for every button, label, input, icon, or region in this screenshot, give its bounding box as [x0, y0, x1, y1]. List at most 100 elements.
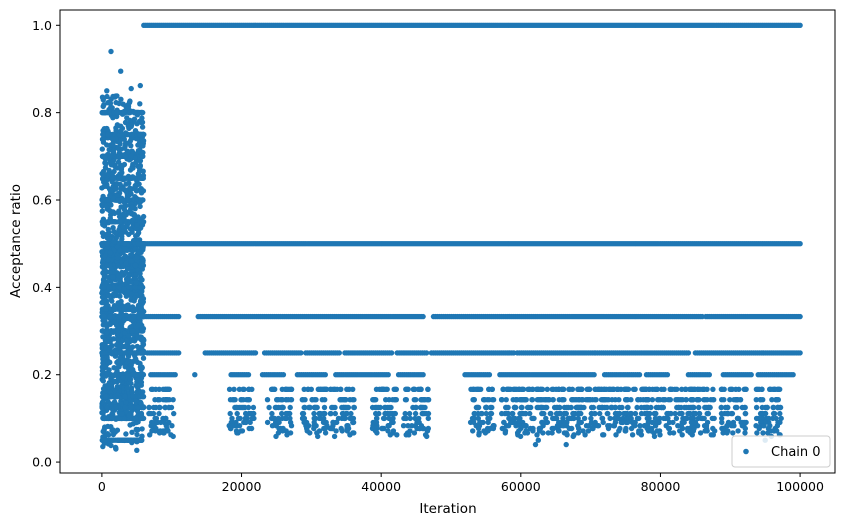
data-point: [730, 430, 736, 436]
data-point: [604, 410, 610, 417]
data-point: [701, 386, 707, 392]
data-point: [556, 386, 562, 392]
data-point: [748, 372, 754, 378]
data-point: [333, 428, 339, 434]
data-point: [790, 372, 796, 378]
data-point: [540, 423, 546, 429]
data-point: [556, 419, 562, 426]
data-point: [518, 404, 525, 411]
data-point: [764, 404, 770, 411]
data-point: [625, 404, 631, 411]
data-point: [537, 386, 544, 392]
data-point: [327, 410, 334, 417]
data-point: [655, 404, 662, 411]
data-point: [625, 386, 632, 392]
data-point: [419, 410, 425, 417]
data-point: [349, 397, 356, 403]
data-point: [540, 430, 546, 436]
data-point: [146, 404, 152, 411]
data-point: [702, 397, 708, 403]
data-point: [673, 397, 679, 403]
data-point: [156, 386, 162, 392]
data-point: [696, 404, 702, 411]
data-point: [711, 415, 717, 422]
data-point: [753, 404, 760, 411]
data-point: [739, 404, 745, 411]
data-point: [115, 145, 121, 152]
data-point: [240, 397, 246, 403]
data-point: [581, 415, 588, 422]
data-point: [500, 386, 506, 392]
data-point: [667, 397, 673, 403]
data-point: [612, 410, 619, 417]
data-point: [568, 404, 574, 411]
data-point: [157, 404, 163, 411]
data-point: [675, 423, 681, 429]
data-point: [347, 432, 353, 438]
data-point: [600, 419, 606, 426]
data-point: [152, 397, 158, 403]
data-point: [687, 430, 694, 436]
data-point: [170, 433, 176, 440]
data-point: [386, 404, 392, 411]
data-point: [350, 386, 356, 392]
data-point: [679, 386, 685, 392]
data-point: [322, 430, 329, 436]
data-point: [127, 358, 133, 365]
data-point: [737, 397, 744, 403]
data-point: [272, 404, 279, 411]
data-point: [516, 428, 522, 434]
data-point: [112, 186, 119, 192]
data-point: [672, 410, 678, 417]
data-point: [642, 423, 648, 429]
data-point: [99, 294, 106, 300]
data-point: [285, 397, 292, 403]
data-point: [569, 386, 576, 392]
data-point: [139, 426, 145, 432]
data-point: [301, 404, 307, 411]
data-point: [797, 22, 803, 28]
data-point: [405, 386, 411, 392]
data-point: [622, 428, 628, 434]
data-point: [373, 404, 380, 411]
data-point: [100, 378, 107, 384]
data-point: [336, 350, 342, 356]
data-point: [760, 430, 766, 436]
data-point: [476, 432, 482, 438]
data-point: [616, 397, 622, 403]
data-point: [249, 410, 255, 417]
data-point: [321, 404, 328, 411]
data-point: [403, 432, 409, 438]
data-point: [110, 148, 117, 154]
data-point: [233, 404, 239, 411]
data-point: [689, 404, 696, 411]
data-point: [575, 410, 581, 417]
data-point: [654, 386, 660, 392]
data-point: [754, 430, 760, 436]
data-point: [611, 423, 617, 429]
data-point: [676, 404, 682, 411]
data-point: [683, 404, 689, 411]
data-point: [549, 430, 555, 436]
data-point: [483, 404, 490, 411]
data-point: [315, 386, 321, 392]
data-point: [797, 350, 803, 356]
data-point: [172, 372, 178, 378]
data-point: [280, 372, 287, 378]
data-point: [231, 386, 237, 392]
data-point: [705, 410, 712, 417]
data-point: [246, 397, 252, 403]
data-point: [392, 386, 399, 392]
data-point: [606, 386, 612, 392]
data-point: [269, 423, 276, 429]
data-point: [162, 397, 169, 403]
data-point: [133, 382, 139, 389]
data-point: [660, 397, 666, 403]
data-point: [424, 433, 430, 440]
data-point: [530, 386, 536, 392]
data-point: [283, 386, 289, 392]
data-point: [283, 410, 289, 417]
data-point: [140, 355, 147, 361]
data-point: [425, 415, 431, 422]
data-point: [166, 404, 172, 411]
